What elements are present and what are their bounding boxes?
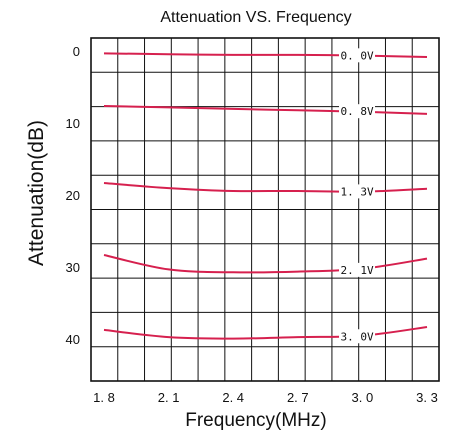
series-label: 3. 0V	[340, 330, 373, 343]
x-tick-label: 2. 4	[222, 390, 244, 405]
y-tick-label: 20	[66, 188, 80, 203]
x-tick-label: 2. 7	[287, 390, 309, 405]
series-label-bg	[339, 104, 376, 119]
x-tick-label: 1. 8	[93, 390, 115, 405]
series-label-bg	[339, 184, 376, 199]
x-axis-label: Frequency(MHz)	[185, 410, 326, 431]
series-line	[103, 52, 428, 58]
y-tick-label: 0	[73, 44, 80, 59]
y-tick-label: 30	[66, 260, 80, 275]
series-line	[103, 182, 428, 193]
series-line	[103, 326, 428, 340]
series-label: 2. 1V	[340, 264, 373, 277]
x-tick-label: 3. 0	[352, 390, 374, 405]
series-label-bg	[339, 329, 376, 344]
plot-grid	[90, 37, 440, 382]
series-label: 0. 0V	[340, 49, 373, 62]
x-tick-labels: 1. 8 2. 1 2. 4 2. 7 3. 0 3. 3	[93, 390, 438, 405]
series-layer: 0. 0V 0. 8V 1. 3V 2. 1V 3. 0V	[103, 48, 428, 344]
y-tick-label: 40	[66, 332, 80, 347]
y-tick-label: 10	[66, 116, 80, 131]
series-label-bg	[339, 262, 376, 277]
series-label-bg	[339, 48, 376, 63]
x-tick-label: 3. 3	[416, 390, 438, 405]
series-label: 0. 8V	[340, 105, 373, 118]
series-line	[103, 105, 428, 115]
y-axis-label: Attenuation(dB)	[25, 120, 48, 266]
y-tick-labels: 0 10 20 30 40	[66, 44, 80, 347]
series-line	[103, 254, 428, 274]
chart-title: Attenuation VS. Frequency	[160, 9, 351, 26]
x-tick-label: 2. 1	[158, 390, 180, 405]
series-label: 1. 3V	[340, 185, 373, 198]
